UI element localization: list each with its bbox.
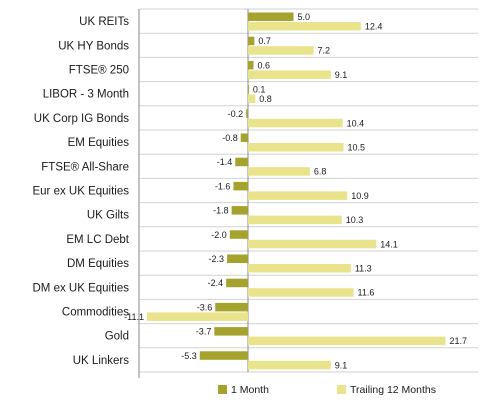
category-label: UK Corp IG Bonds xyxy=(34,113,129,125)
category-label: FTSE® All-Share xyxy=(41,161,129,173)
bar-1-month xyxy=(248,60,254,70)
bar-trailing-12-months xyxy=(248,239,377,249)
value-label-1-month: -0.8 xyxy=(222,133,238,143)
bar-trailing-12-months xyxy=(248,94,256,104)
category-label: LIBOR - 3 Month xyxy=(43,89,129,101)
bar-1-month xyxy=(248,36,255,46)
bar-1-month xyxy=(229,230,248,239)
value-label-1-month: -2.3 xyxy=(209,254,225,264)
category-label: FTSE® 250 xyxy=(69,65,129,77)
value-label-trailing-12-months: 0.8 xyxy=(259,94,272,104)
legend-swatch-1-month xyxy=(218,385,227,394)
bar-trailing-12-months xyxy=(248,46,314,55)
bar-1-month xyxy=(199,351,248,360)
value-label-trailing-12-months: 9.1 xyxy=(335,70,348,80)
value-label-1-month: 5.0 xyxy=(298,12,311,22)
bar-trailing-12-months xyxy=(248,336,446,346)
category-label: UK REITs xyxy=(79,16,129,28)
value-label-trailing-12-months: 12.4 xyxy=(365,22,383,32)
bar-trailing-12-months xyxy=(248,22,361,31)
bar-trailing-12-months xyxy=(248,215,342,225)
value-label-trailing-12-months: 11.6 xyxy=(358,288,375,298)
bars xyxy=(146,12,446,370)
category-label: EM LC Debt xyxy=(66,234,129,246)
bar-trailing-12-months xyxy=(248,360,331,370)
bar-trailing-12-months xyxy=(248,118,343,128)
category-label: EM Equities xyxy=(68,137,130,149)
row-separators xyxy=(139,8,478,373)
value-label-1-month: 0.1 xyxy=(253,85,266,95)
bar-1-month xyxy=(215,302,248,312)
value-label-1-month: 0.6 xyxy=(257,60,270,70)
category-label: Eur ex UK Equities xyxy=(32,186,129,198)
value-label-1-month: -2.4 xyxy=(208,278,224,288)
category-label: DM ex UK Equities xyxy=(32,282,129,294)
legend: 1 Month Trailing 12 Months xyxy=(218,384,436,396)
value-label-trailing-12-months: 7.2 xyxy=(318,46,331,56)
legend-swatch-trailing-12-months xyxy=(337,385,346,394)
bar-1-month xyxy=(226,278,248,288)
category-label: UK Linkers xyxy=(73,355,129,367)
category-label: Gold xyxy=(105,331,129,343)
legend-label-trailing-12-months: Trailing 12 Months xyxy=(350,384,436,396)
value-label-trailing-12-months: 10.4 xyxy=(347,118,365,128)
value-label-trailing-12-months: 10.5 xyxy=(348,143,366,153)
value-label-1-month: -1.8 xyxy=(213,206,229,216)
value-label-1-month: -2.0 xyxy=(211,230,227,240)
value-label-1-month: -1.4 xyxy=(217,157,233,167)
category-label: DM Equities xyxy=(67,258,129,270)
bar-1-month xyxy=(235,157,248,167)
value-label-1-month: 0.7 xyxy=(258,36,271,46)
value-label-trailing-12-months: 9.1 xyxy=(335,360,348,370)
value-label-trailing-12-months: 14.1 xyxy=(380,239,398,249)
category-label: Commodities xyxy=(62,307,129,319)
bar-1-month xyxy=(248,85,249,94)
value-label-1-month: -3.7 xyxy=(196,327,212,337)
value-label-1-month: -1.6 xyxy=(215,181,231,191)
value-label-trailing-12-months: 10.3 xyxy=(346,215,364,225)
value-label-1-month: -5.3 xyxy=(181,351,197,361)
bar-trailing-12-months xyxy=(248,288,354,297)
bar-1-month xyxy=(233,181,248,191)
value-label-trailing-12-months: -11.1 xyxy=(124,312,144,322)
bar-trailing-12-months xyxy=(248,191,348,200)
bar-trailing-12-months xyxy=(248,264,351,273)
bar-1-month xyxy=(248,12,294,21)
bar-1-month xyxy=(240,133,248,142)
category-label: UK HY Bonds xyxy=(58,40,129,52)
value-label-1-month: -0.2 xyxy=(228,109,244,119)
category-label: UK Gilts xyxy=(87,210,129,222)
bar-1-month xyxy=(246,109,248,118)
value-label-trailing-12-months: 10.9 xyxy=(351,191,369,201)
value-label-trailing-12-months: 6.8 xyxy=(314,167,327,177)
bar-1-month xyxy=(227,254,248,263)
value-label-trailing-12-months: 11.3 xyxy=(355,264,372,274)
bar-1-month xyxy=(231,206,248,215)
category-labels: UK REITs UK HY Bonds FTSE® 250 LIBOR - 3 Mo… xyxy=(32,16,129,367)
bar-trailing-12-months xyxy=(248,143,344,152)
bar-1-month xyxy=(214,327,248,336)
value-label-1-month: -3.6 xyxy=(197,302,213,312)
bar-trailing-12-months xyxy=(248,167,310,176)
bar-trailing-12-months xyxy=(248,70,331,79)
bar-trailing-12-months xyxy=(146,312,248,321)
value-label-trailing-12-months: 21.7 xyxy=(449,336,467,346)
value-labels: 5.0 12.4 0.7 7.2 0.6 9.1 0.10.8 -0.2 10.4 -0.8 10.… xyxy=(124,12,467,370)
legend-label-1-month: 1 Month xyxy=(231,384,269,396)
